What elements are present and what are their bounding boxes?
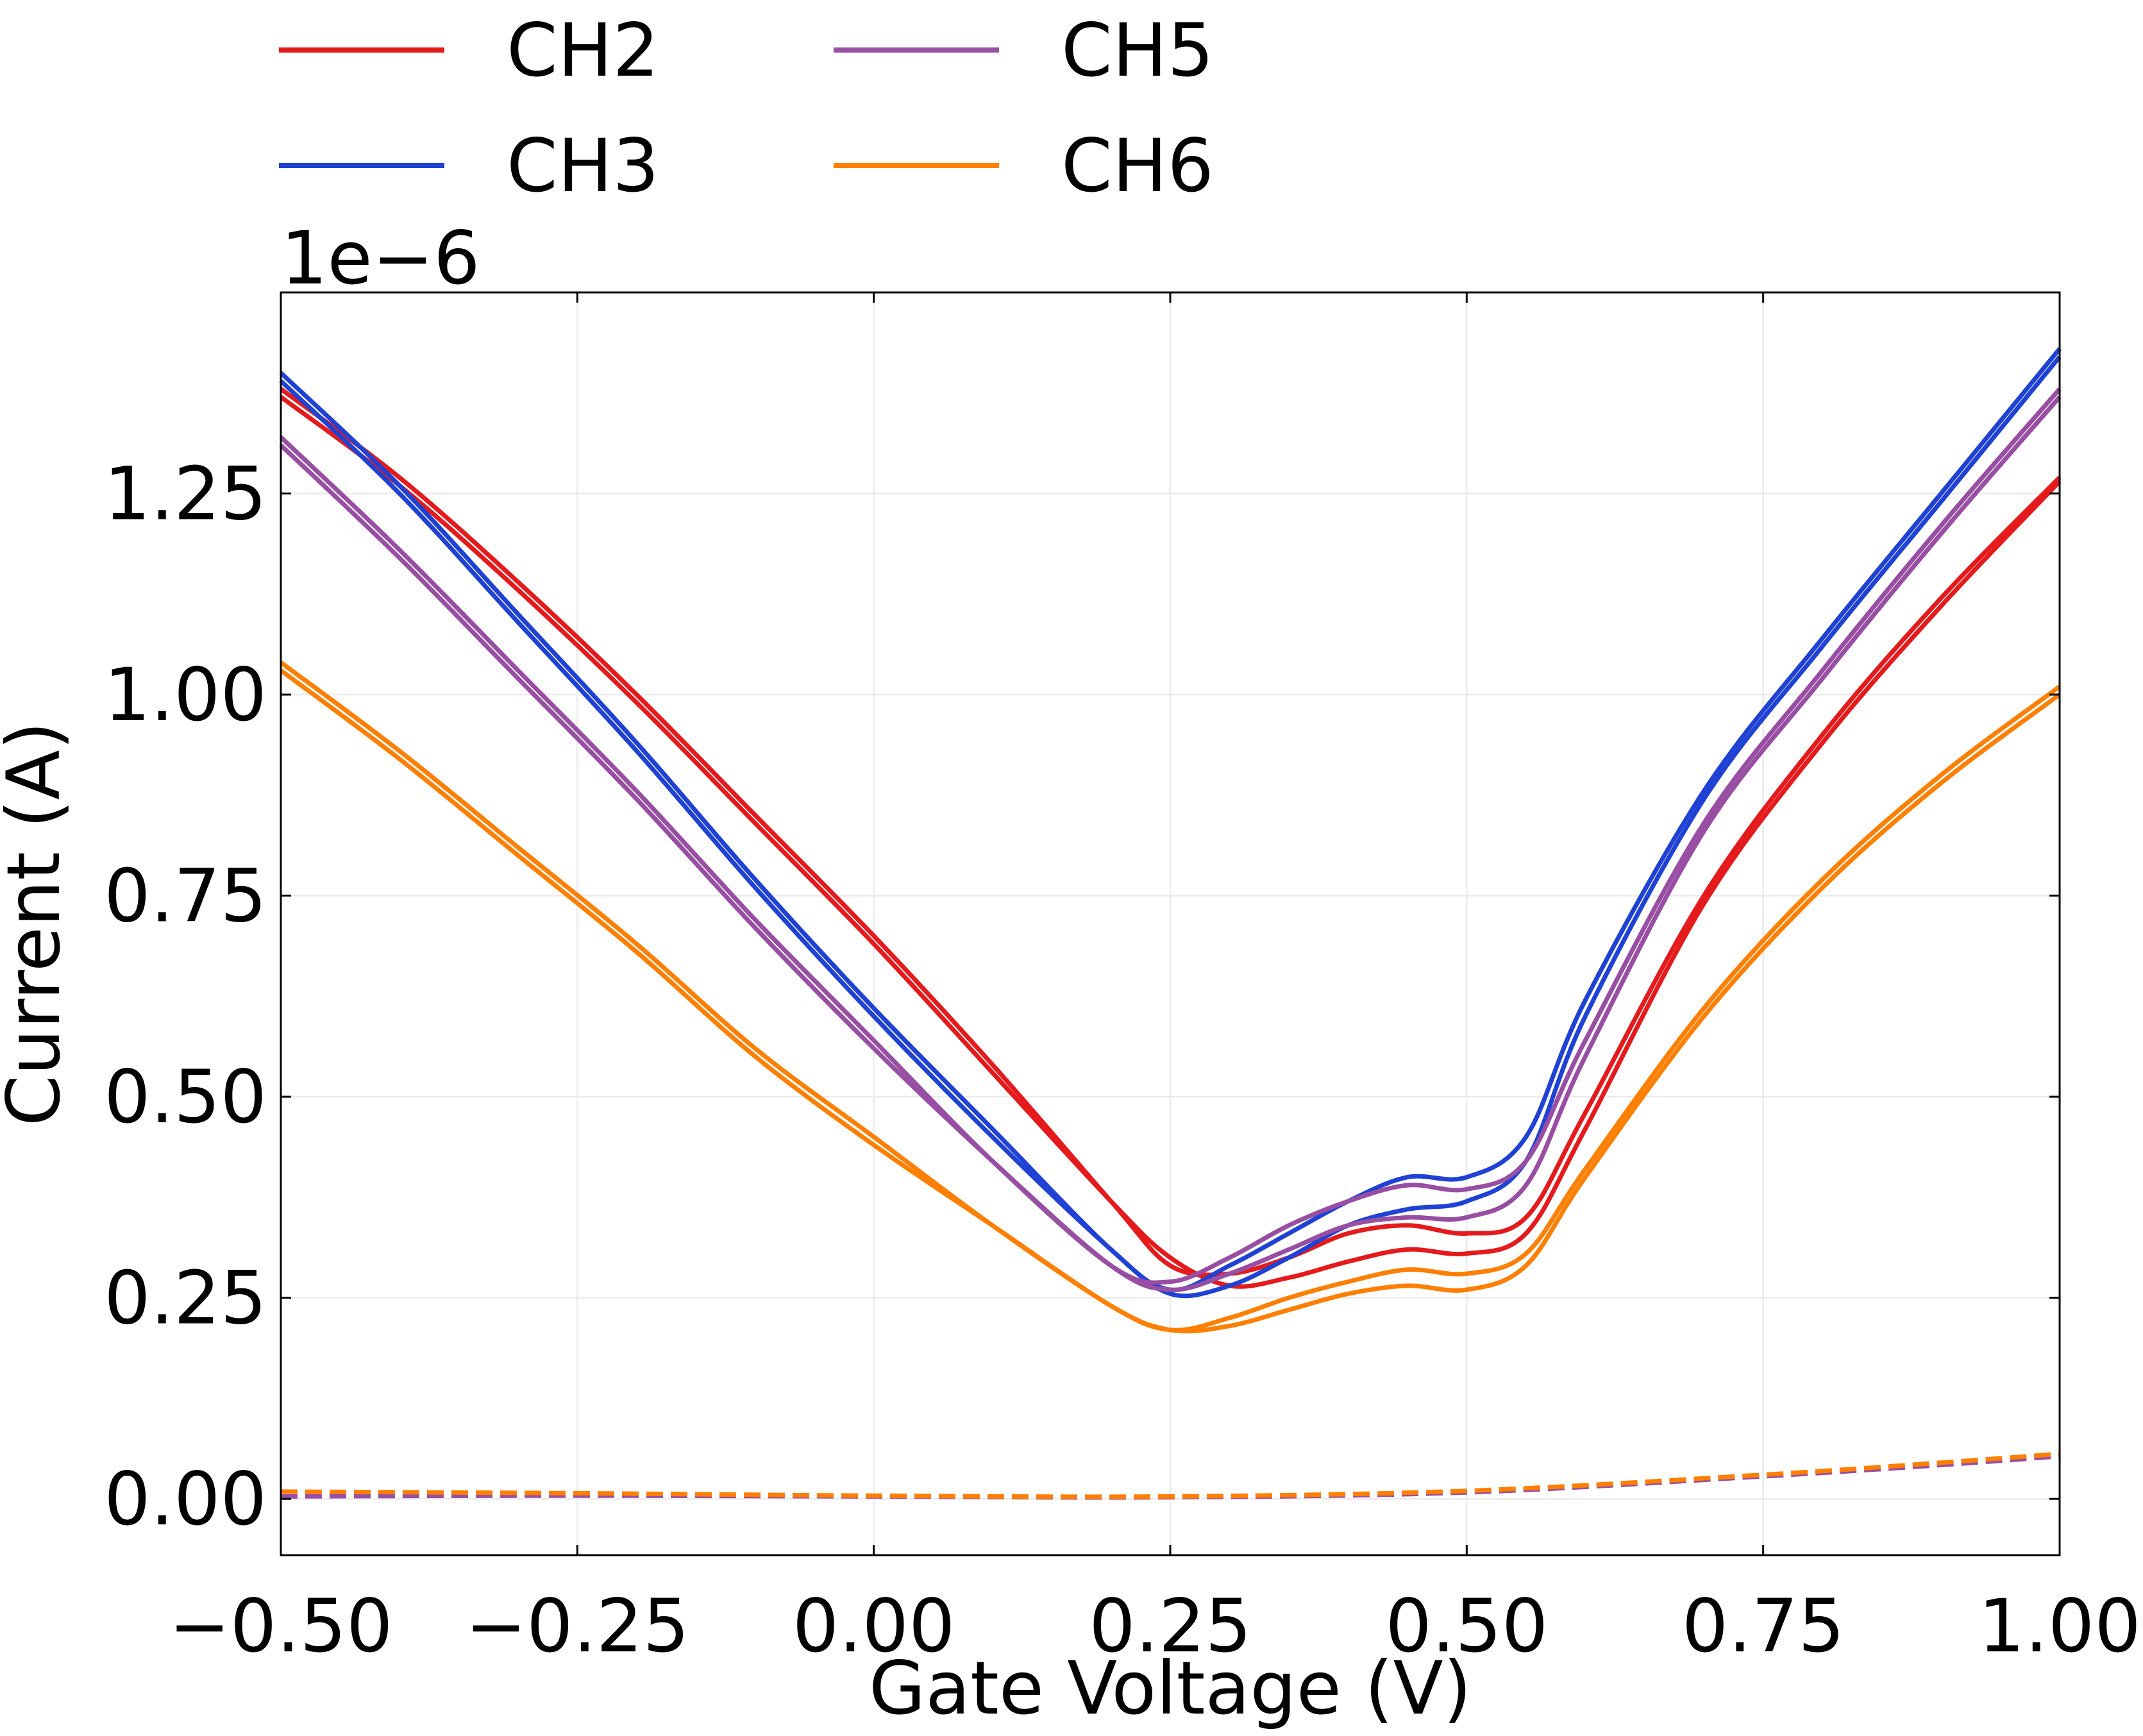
- grid-layer: [280, 292, 2061, 1555]
- leakage-line-2: [280, 1451, 2060, 1499]
- legend-label-ch6: CH6: [1061, 123, 1214, 208]
- series-line-ch3-forward: [279, 355, 2062, 1299]
- x-tick-label: 0.25: [1089, 1583, 1252, 1669]
- y-tick-label: 0.25: [104, 1256, 267, 1341]
- x-tick-label: −0.50: [169, 1583, 392, 1669]
- y-tick-label: 0.50: [104, 1054, 267, 1140]
- x-tick-label: 1.00: [1978, 1583, 2141, 1669]
- y-tick-label: 0.75: [104, 854, 267, 939]
- legend-label-ch5: CH5: [1061, 8, 1214, 93]
- series-line-ch3-reverse: [279, 347, 2062, 1292]
- legend-label-ch3: CH3: [507, 123, 659, 208]
- leakage-line-1: [280, 1454, 2060, 1500]
- x-tick-label: −0.25: [466, 1583, 689, 1669]
- y-tick-label: 0.00: [104, 1456, 267, 1542]
- x-tick-label: 0.75: [1682, 1583, 1845, 1669]
- ticks-layer: −0.50 −0.25 0.00 0.25 0.50 0.75 1.00 0.00 0.25 0.…: [104, 292, 2141, 1669]
- series-line-ch6-reverse: [279, 661, 2062, 1333]
- series-line-ch6-forward: [279, 668, 2062, 1334]
- series-line-ch5-forward: [279, 395, 2062, 1292]
- y-tick-label: 1.00: [104, 652, 267, 737]
- y-axis-label: Current (A): [0, 721, 76, 1126]
- series-line-ch5-reverse: [279, 387, 2062, 1285]
- x-tick-label: 0.00: [793, 1583, 955, 1669]
- x-axis-label: Gate Voltage (V): [869, 1646, 1472, 1731]
- y-offset-label: 1e−6: [281, 215, 480, 301]
- legend: CH2 CH3 CH5 CH6: [279, 8, 1214, 208]
- series-layer: [279, 347, 2062, 1500]
- legend-label-ch2: CH2: [507, 8, 659, 93]
- y-tick-label: 1.25: [104, 451, 267, 537]
- x-tick-label: 0.50: [1385, 1583, 1548, 1669]
